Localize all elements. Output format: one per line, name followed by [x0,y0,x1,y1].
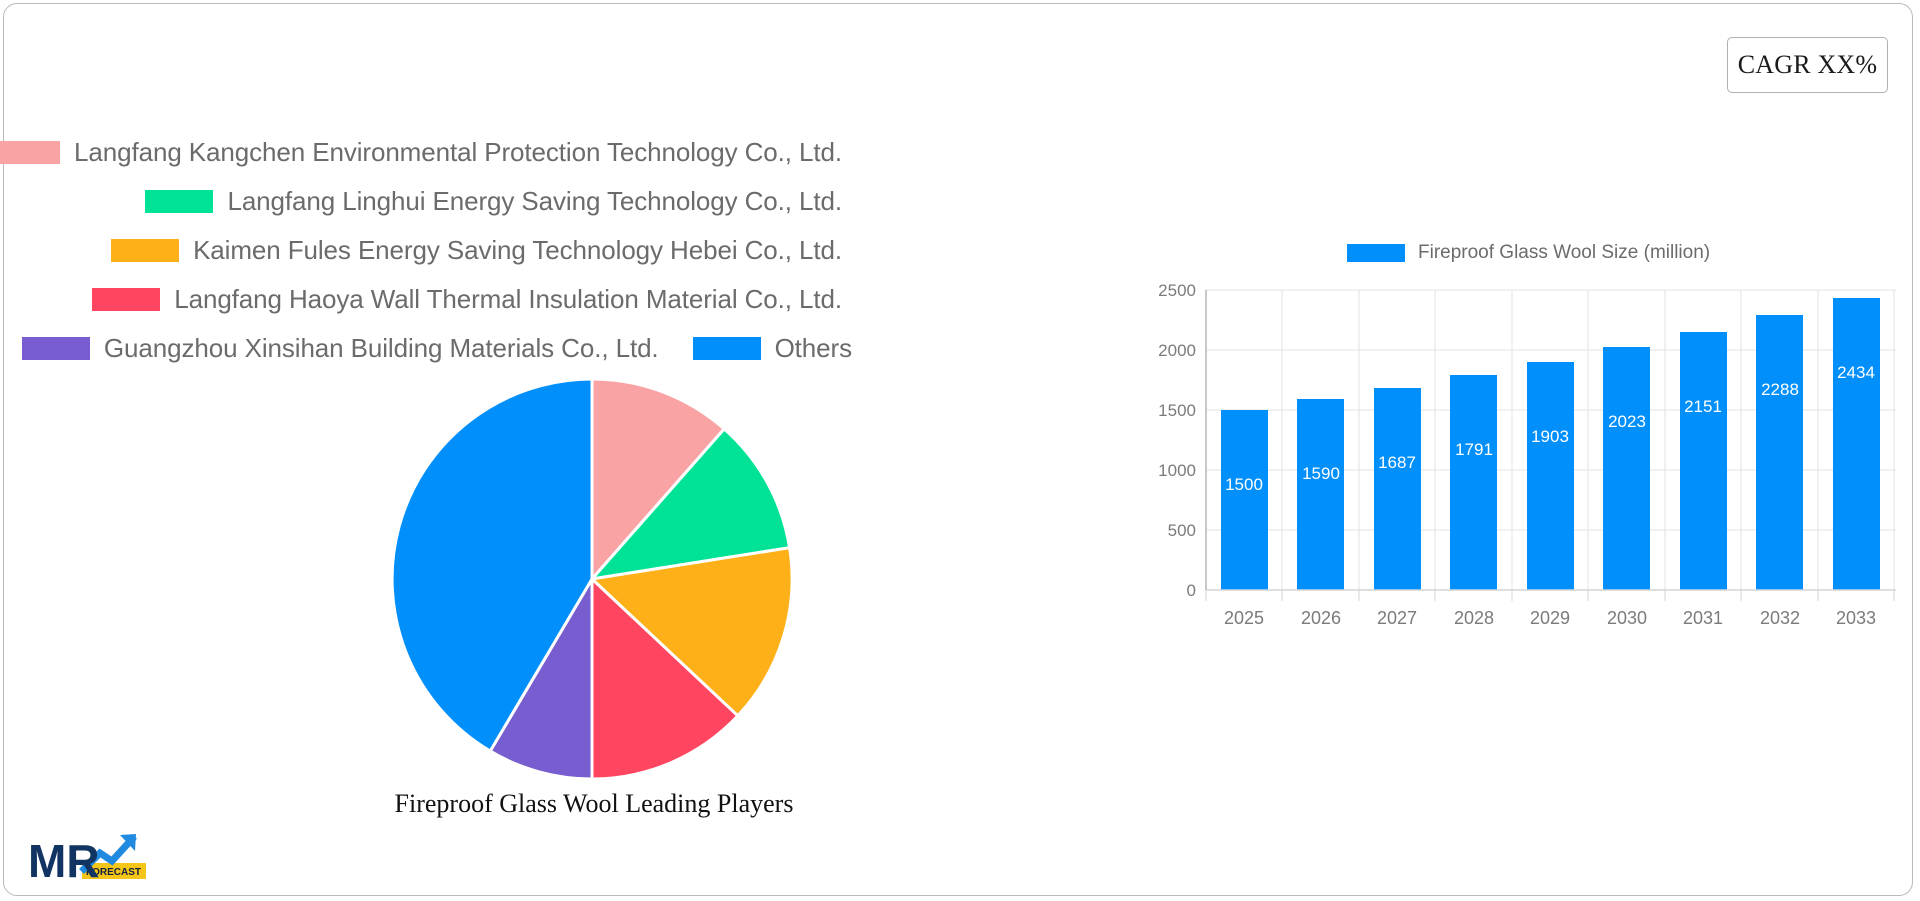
legend-swatch-icon [1347,244,1405,262]
pie-slice-0[interactable] [590,377,727,583]
bar-value-label: 1500 [1225,475,1263,494]
pie-chart-title: Fireproof Glass Wool Leading Players [394,789,794,818]
pie-chart-svg [390,377,794,781]
infographic-card: CAGR XX% Langfang Kangchen Environmental… [0,3,1913,896]
x-axis-tick-labels: 2025 2026 2027 2028 2029 2030 2031 2032 … [1224,608,1876,628]
bar-1[interactable] [1297,399,1344,590]
cagr-badge: CAGR XX% [1727,37,1888,93]
cagr-badge-label: CAGR XX% [1737,50,1878,79]
pie-legend: Langfang Kangchen Environmental Protecti… [0,128,1052,373]
legend-swatch-icon [692,337,761,360]
pie-legend-label: Langfang Haoya Wall Thermal Insulation M… [174,284,842,314]
bar-value-label: 1590 [1302,464,1340,483]
pie-legend-item-0[interactable]: Langfang Kangchen Environmental Protecti… [0,128,1052,177]
bar-chart-plot[interactable]: 2500 2000 1500 1000 500 0 [1144,284,1904,672]
y-tick-label: 500 [1168,521,1196,540]
bar-5[interactable] [1603,347,1650,590]
pie-legend-item-5[interactable]: Others [692,333,853,364]
bar-value-label: 2288 [1761,380,1799,399]
bar-data-labels: 1500 1590 1687 1791 1903 2023 2151 2288 … [1225,363,1875,494]
bar-value-label: 2023 [1608,412,1646,431]
pie-legend-label: Guangzhou Xinsihan Building Materials Co… [103,333,659,363]
logo-svg: FORECAST MR [28,834,146,883]
logo-mr-text: MR [28,835,100,883]
logo-arrow-icon [79,834,137,874]
bar-chart-legend-item[interactable]: Fireproof Glass Wool Size (million) [1347,242,1710,264]
bar-chart-svg: 2500 2000 1500 1000 500 0 [1158,284,1896,628]
bar-2[interactable] [1374,388,1421,590]
bar-value-label: 2434 [1837,363,1875,382]
legend-swatch-icon [0,141,61,164]
pie-slice-4[interactable] [488,573,594,781]
logo-forecast-badge [82,863,146,879]
bar-value-label: 1903 [1531,427,1569,446]
bar-chart-legend-label: Fireproof Glass Wool Size (million) [1418,242,1711,263]
y-tick-label: 2000 [1158,341,1196,360]
pie-legend-label: Langfang Kangchen Environmental Protecti… [74,137,842,167]
x-tick-label: 2025 [1224,608,1264,628]
y-tick-label: 1500 [1158,401,1196,420]
bar-7[interactable] [1756,315,1803,590]
grid-lines-vertical [1205,290,1895,590]
bar-4[interactable] [1527,362,1574,590]
mr-forecast-logo: FORECAST MR [26,827,154,883]
x-tick-label: 2028 [1454,608,1494,628]
pie-legend-label: Kaimen Fules Energy Saving Technology He… [193,235,842,265]
bar-3[interactable] [1450,375,1497,590]
bar-value-label: 1791 [1455,440,1493,459]
bar-value-label: 1687 [1378,453,1416,472]
pie-slice-2[interactable] [588,545,794,718]
y-tick-label: 1000 [1158,461,1196,480]
pie-slice-1[interactable] [588,426,792,582]
pie-chart[interactable] [389,376,795,782]
x-tick-label: 2031 [1683,608,1723,628]
y-tick-label: 2500 [1158,284,1196,300]
pie-legend-label: Others [774,333,853,363]
bar-chart-panel: Fireproof Glass Wool Size (million) [1144,242,1904,672]
x-tick-label: 2027 [1377,608,1417,628]
x-tick-label: 2030 [1607,608,1647,628]
legend-swatch-icon [21,337,90,360]
x-tick-label: 2026 [1301,608,1341,628]
bar-6[interactable] [1680,332,1727,590]
bar-8[interactable] [1833,298,1880,590]
pie-legend-label: Langfang Linghui Energy Saving Technolog… [227,186,842,216]
x-axis-ticks [1205,590,1895,601]
pie-legend-row-bottom: Guangzhou Xinsihan Building Materials Co… [4,324,1052,373]
logo-arrow-head-icon [120,834,136,851]
pie-legend-item-3[interactable]: Langfang Haoya Wall Thermal Insulation M… [4,275,1052,324]
pie-slice-5[interactable] [390,377,594,754]
legend-swatch-icon [145,190,214,213]
x-tick-label: 2032 [1760,608,1800,628]
legend-swatch-icon [111,239,180,262]
bar-series [1221,298,1880,590]
y-tick-label: 0 [1187,581,1196,600]
pie-legend-item-2[interactable]: Kaimen Fules Energy Saving Technology He… [4,226,1052,275]
y-axis-tick-labels: 2500 2000 1500 1000 500 0 [1158,284,1196,600]
x-tick-label: 2033 [1836,608,1876,628]
legend-swatch-icon [92,288,161,311]
bar-value-label: 2151 [1684,397,1722,416]
pie-legend-item-1[interactable]: Langfang Linghui Energy Saving Technolog… [4,177,1052,226]
pie-slice-3[interactable] [590,575,740,781]
x-tick-label: 2029 [1530,608,1570,628]
logo-forecast-text: FORECAST [86,867,141,878]
bar-0[interactable] [1221,410,1268,590]
